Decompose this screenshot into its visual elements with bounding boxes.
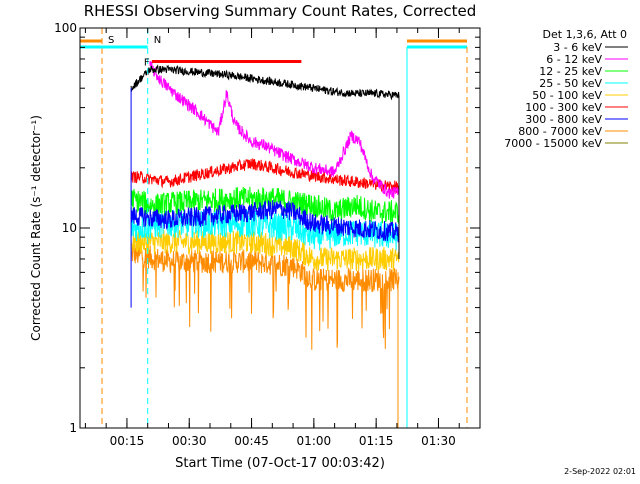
y-axis-label-group: Corrected Count Rate (s⁻¹ detector⁻¹) [29,115,43,341]
plot-area: S NF 1 10 100 00:15 00:30 00:45 01:00 01:15 01:30 [54,21,481,448]
legend-label-2: 6 - 12 keV [546,53,602,66]
legend-label-1: 3 - 6 keV [553,41,602,54]
flare-label: F [144,57,150,68]
legend-label-9: 7000 - 15000 keV [504,137,602,150]
y-tick-label: 100 [54,21,77,35]
series-line-5 [130,230,400,272]
y-axis-label: Corrected Count Rate (s⁻¹ detector⁻¹) [29,115,43,341]
series-line-7 [130,200,400,243]
y-tick-label: 1 [69,421,77,435]
x-tick-label: 01:30 [421,434,456,448]
legend-label-7: 300 - 800 keV [525,113,602,126]
series-line-2 [149,61,400,199]
legend-header: Det 1,3,6, Att 0 [543,28,627,41]
legend-label-4: 25 - 50 keV [539,77,602,90]
series-line-6 [130,158,400,193]
chart-title: RHESSI Observing Summary Count Rates, Co… [84,2,477,20]
series-line-8 [130,243,400,350]
legend-label-3: 12 - 25 keV [539,65,602,78]
series-line-1 [130,64,400,101]
x-tick-label: 00:30 [172,434,207,448]
legend-label-8: 800 - 7000 keV [518,125,602,138]
x-tick-label: 00:15 [110,434,145,448]
x-tick-label: 01:15 [359,434,394,448]
x-axis-label: Start Time (07-Oct-17 00:03:42) [175,456,385,471]
footer-date: 2-Sep-2022 02:01 [564,467,636,476]
legend-label-6: 100 - 300 keV [525,101,602,114]
saa-label: S [108,35,114,46]
x-tick-label: 01:00 [297,434,332,448]
y-tick-label: 10 [62,221,77,235]
x-tick-label: 00:45 [234,434,269,448]
legend-label-5: 50 - 100 keV [532,89,602,102]
night-label: N [154,35,161,46]
